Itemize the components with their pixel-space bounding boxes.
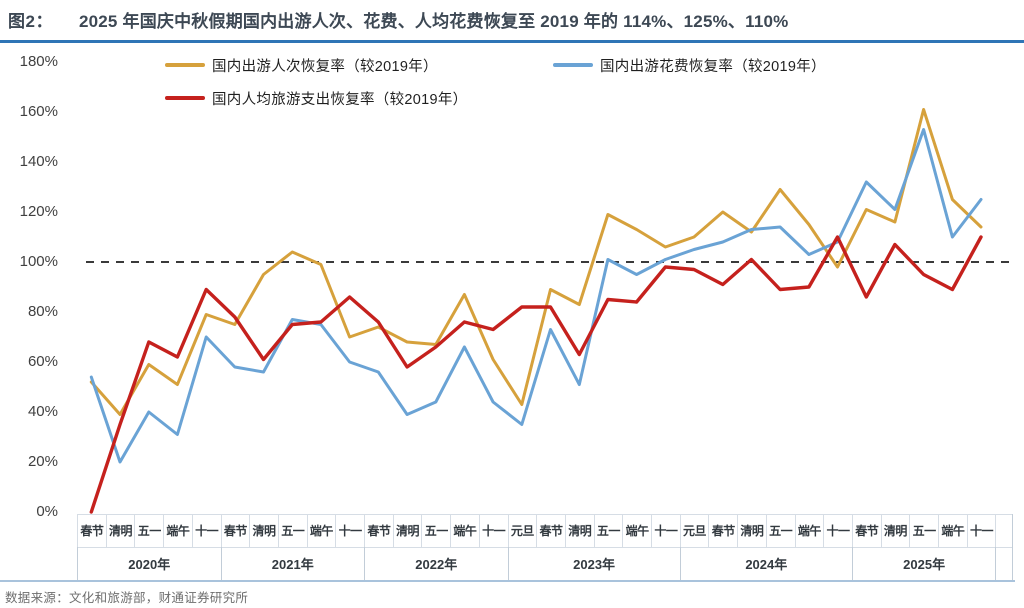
per-capita-spending-line	[89, 235, 983, 514]
data-source: 数据来源：文化和旅游部，财通证券研究所	[5, 591, 249, 605]
y-axis-tick-label: 80%	[27, 303, 58, 320]
legend-item-spending: 国内出游花费恢复率（较2019年）	[553, 56, 826, 75]
legend-label-per-capita: 国内人均旅游支出恢复率（较2019年）	[212, 91, 468, 108]
per-capita-line-swatch	[165, 96, 205, 100]
legend-label-trips: 国内出游人次恢复率（较2019年）	[212, 58, 438, 75]
legend-label-spending: 国内出游花费恢复率（较2019年）	[600, 58, 826, 75]
spending-recovery-line	[89, 128, 983, 464]
y-axis-tick-label: 0%	[36, 503, 58, 520]
legend-item-per-capita: 国内人均旅游支出恢复率（较2019年）	[165, 89, 468, 108]
figure-number: 图2：	[8, 12, 53, 31]
legend-item-trips: 国内出游人次恢复率（较2019年）	[165, 56, 438, 75]
y-axis-tick-label: 120%	[19, 203, 58, 220]
trips-recovery-line	[89, 108, 983, 416]
title-underline	[0, 40, 1024, 43]
trips-line-swatch	[165, 63, 205, 67]
y-axis-tick-label: 100%	[19, 253, 58, 270]
y-axis-tick-label: 140%	[19, 153, 58, 170]
y-axis-tick-label: 40%	[27, 403, 58, 420]
figure-title-bar: 图2： 2025 年国庆中秋假期国内出游人次、花费、人均花费恢复至 2019 年…	[8, 7, 1018, 32]
spending-line-swatch	[553, 63, 593, 67]
y-axis-tick-label: 160%	[19, 103, 58, 120]
figure-title: 2025 年国庆中秋假期国内出游人次、花费、人均花费恢复至 2019 年的 11…	[78, 12, 789, 31]
y-axis-tick-label: 180%	[19, 53, 58, 70]
y-axis-tick-label: 20%	[27, 453, 58, 470]
y-axis-tick-label: 60%	[27, 353, 58, 370]
